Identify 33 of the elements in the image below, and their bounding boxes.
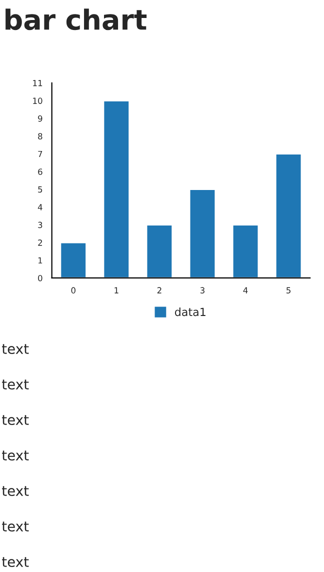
- y-tick-label: 6: [38, 168, 42, 175]
- text: text: [2, 450, 29, 461]
- bar: [102, 100, 130, 278]
- y-tick-label: 5: [38, 186, 42, 193]
- x-tick-label: 4: [243, 287, 248, 294]
- y-tick-label: 2: [38, 240, 42, 246]
- y-tick-label: 1: [38, 257, 42, 264]
- text: text: [2, 522, 29, 532]
- x-tick-label: 2: [157, 287, 162, 294]
- chart-title: bar chart: [6, 8, 147, 30]
- x-tick-label: 5: [286, 287, 290, 294]
- bar: [146, 224, 174, 278]
- y-tick-label: 7: [38, 150, 42, 158]
- text: text: [2, 380, 29, 390]
- y-tick-label: 10: [33, 98, 42, 104]
- y-tick-label: 0: [38, 274, 42, 282]
- text: text: [2, 344, 29, 354]
- bar: [232, 224, 260, 278]
- text: text: [2, 486, 29, 496]
- y-tick-label: 3: [38, 222, 42, 228]
- text: text: [2, 557, 29, 568]
- bar: [274, 153, 302, 278]
- y-tick-label: 9: [38, 115, 42, 122]
- y-tick-label: 8: [38, 133, 42, 140]
- legend-label: data1: [174, 308, 206, 316]
- y-tick-label: 11: [33, 80, 42, 86]
- bar: [188, 188, 216, 278]
- text: text: [2, 415, 29, 426]
- x-tick-label: 1: [114, 287, 118, 294]
- bar: [60, 242, 87, 278]
- x-tick-label: 3: [200, 287, 204, 294]
- x-tick-label: 0: [71, 287, 76, 294]
- y-tick-label: 4: [38, 204, 42, 210]
